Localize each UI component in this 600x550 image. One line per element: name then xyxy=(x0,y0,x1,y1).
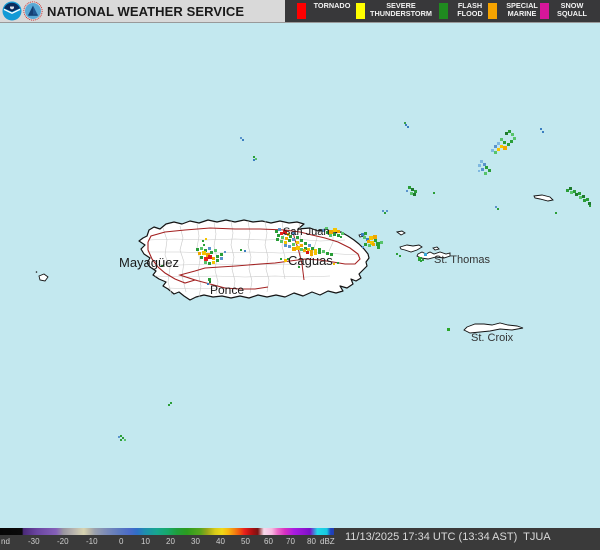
svg-text:St. Thomas: St. Thomas xyxy=(434,254,491,266)
svg-text:Caguas: Caguas xyxy=(288,253,333,268)
svg-text:St. Croix: St. Croix xyxy=(471,332,514,344)
svg-text:Ponce: Ponce xyxy=(210,283,244,297)
svg-text:San Juan: San Juan xyxy=(283,226,329,238)
svg-text:Mayagüez: Mayagüez xyxy=(119,255,179,270)
